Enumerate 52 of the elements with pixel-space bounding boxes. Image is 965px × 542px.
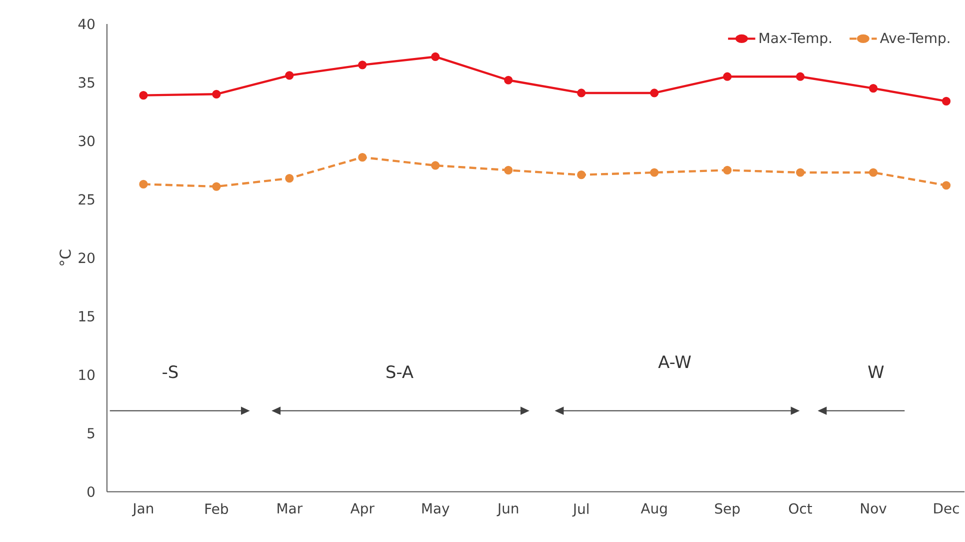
annotation: A-W (658, 356, 691, 368)
y-tick-label: 20 (78, 252, 95, 264)
point (650, 88, 659, 98)
point (431, 52, 440, 62)
point (285, 174, 294, 183)
point (650, 168, 659, 177)
x-tick-label: Jun (496, 503, 518, 516)
point (723, 72, 732, 82)
point (723, 166, 732, 175)
annotation: W (868, 366, 884, 378)
point (504, 166, 513, 175)
y-tick-label: 0 (87, 486, 95, 498)
legend-label: Ave-Temp. (880, 32, 950, 46)
x-tick-label: Mar (278, 503, 303, 514)
x-tick-label: Nov (861, 503, 886, 514)
y-axis-title: °C (60, 250, 71, 266)
point (942, 181, 951, 190)
point (358, 153, 367, 162)
point (431, 161, 440, 170)
point (139, 91, 148, 100)
point (577, 170, 586, 180)
legend-label: Max-Temp. (760, 32, 832, 46)
x-tick-label: May (422, 503, 450, 516)
x-tick-label: Sep (715, 503, 740, 517)
annotation: S-A (386, 366, 414, 378)
point (577, 88, 586, 98)
point (796, 168, 805, 177)
x-tick-label: Apr (350, 503, 374, 516)
x-tick-label: Dec (934, 503, 959, 514)
y-tick-label: 25 (78, 194, 94, 205)
point (358, 60, 367, 70)
point (212, 90, 221, 99)
point (796, 72, 805, 82)
x-tick-label: Feb (205, 503, 228, 514)
point (504, 76, 513, 85)
point (868, 168, 878, 177)
point (139, 180, 148, 189)
y-tick-label: 5 (88, 428, 94, 439)
y-tick-label: 35 (78, 77, 94, 88)
y-tick-label: 40 (78, 18, 95, 30)
x-tick-label: Oct (789, 503, 812, 514)
point (868, 84, 878, 93)
point (212, 182, 221, 191)
point (285, 71, 294, 80)
x-tick-label: Jul (572, 503, 588, 517)
x-tick-label: Jan (132, 503, 154, 516)
annotation: -S (162, 366, 178, 378)
point (942, 97, 951, 106)
y-tick-label: 30 (78, 136, 95, 146)
x-tick-label: Aug (640, 503, 667, 516)
y-tick-label: 10 (79, 370, 95, 380)
y-tick-label: 15 (79, 311, 94, 322)
